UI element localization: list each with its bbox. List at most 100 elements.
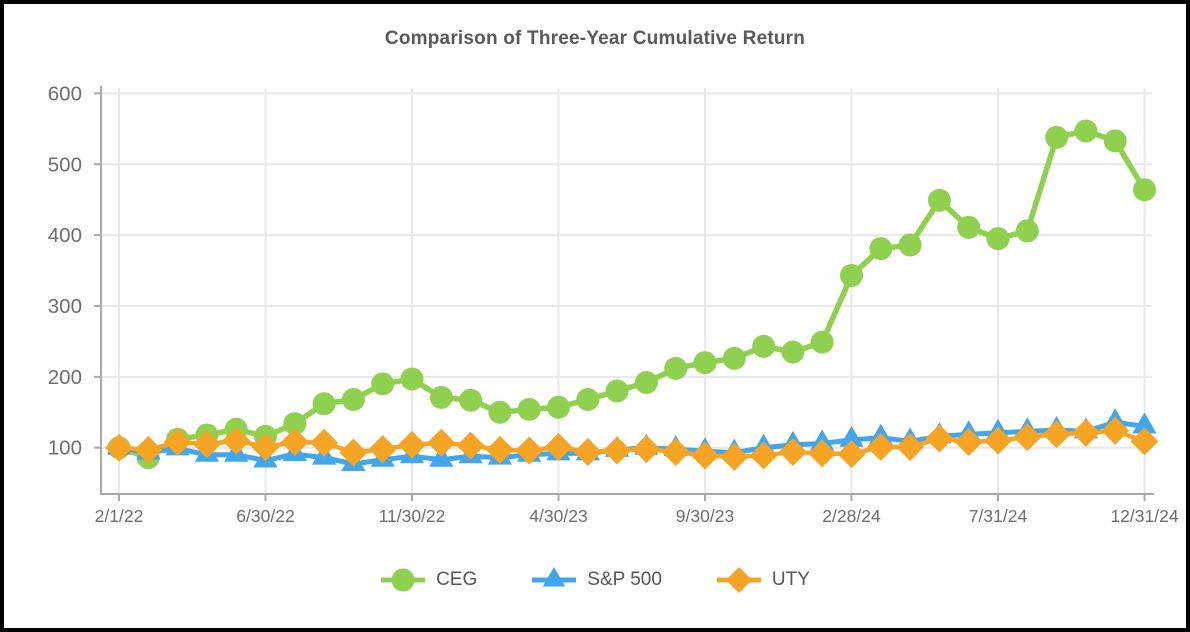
x-tick-label: 9/30/23 <box>676 506 734 526</box>
data-point <box>1101 416 1130 445</box>
data-point <box>485 435 514 464</box>
data-point <box>925 424 954 453</box>
data-point <box>808 439 837 468</box>
y-tick-label: 500 <box>48 153 82 176</box>
data-point <box>429 385 453 409</box>
y-tick-label: 300 <box>48 295 82 318</box>
data-point <box>456 431 485 460</box>
data-point <box>400 367 424 391</box>
chart-title: Comparison of Three-Year Cumulative Retu… <box>384 28 806 49</box>
data-point <box>1013 423 1042 452</box>
data-point <box>134 435 163 464</box>
data-point <box>840 264 863 288</box>
data-point <box>1130 427 1159 456</box>
data-point <box>192 430 221 459</box>
data-point <box>632 435 661 464</box>
data-point <box>251 432 280 461</box>
x-tick-label: 6/30/22 <box>236 506 294 526</box>
sp500-triangle-icon <box>531 565 577 595</box>
x-tick-label: 4/30/23 <box>529 506 587 526</box>
uty-diamond-icon <box>716 565 762 595</box>
data-point <box>605 379 629 403</box>
y-tick-label: 600 <box>48 82 82 105</box>
data-point <box>1074 119 1098 143</box>
data-point <box>1045 125 1069 149</box>
data-point <box>693 351 717 375</box>
data-point <box>1103 129 1127 153</box>
x-axis-labels: 2/1/22 6/30/22 11/30/22 4/30/23 9/30/23 2/28/… <box>95 506 1179 526</box>
data-point <box>869 237 893 261</box>
legend-item-sp500[interactable]: S&P 500 <box>531 565 662 595</box>
legend-label-uty: UTY <box>771 569 810 590</box>
x-tick-label: 2/1/22 <box>95 506 144 526</box>
data-point <box>984 426 1012 455</box>
data-point <box>957 215 981 239</box>
data-point <box>576 388 600 412</box>
data-point <box>488 400 512 424</box>
legend-item-ceg[interactable]: CEG <box>380 565 477 595</box>
data-point <box>1042 420 1071 449</box>
y-tick-label: 100 <box>48 437 82 460</box>
data-point <box>778 437 807 466</box>
data-point <box>691 441 719 470</box>
data-point <box>341 388 365 412</box>
data-point <box>986 227 1010 251</box>
data-point <box>954 428 983 457</box>
data-point <box>1132 412 1157 434</box>
data-point <box>752 334 776 358</box>
data-point <box>310 428 339 457</box>
data-point <box>515 436 544 465</box>
y-tick-label: 200 <box>48 366 82 389</box>
legend-item-uty[interactable]: UTY <box>716 565 810 595</box>
data-point <box>371 372 395 396</box>
data-point <box>339 438 368 467</box>
data-point <box>517 397 541 421</box>
legend-label-ceg: CEG <box>436 569 478 590</box>
data-point <box>544 432 573 461</box>
data-point <box>459 388 483 412</box>
data-point <box>105 433 133 462</box>
x-tick-label: 2/28/24 <box>822 506 881 526</box>
data-point <box>898 233 922 257</box>
data-point <box>1015 219 1039 243</box>
data-point <box>1071 418 1100 447</box>
data-point <box>720 442 749 471</box>
data-point <box>1133 178 1156 202</box>
data-point <box>634 371 658 395</box>
y-tick-label: 400 <box>48 224 82 247</box>
data-point <box>222 426 251 455</box>
x-tick-label: 12/31/24 <box>1110 506 1178 526</box>
data-point <box>896 432 925 461</box>
data-point <box>603 436 632 465</box>
data-point <box>810 330 834 354</box>
data-point <box>866 432 895 461</box>
data-point <box>839 425 864 447</box>
data-point <box>368 435 397 464</box>
line-chart: 100 200 300 400 500 600 2/1/22 6/30/22 11/30/22 4… <box>48 82 1179 526</box>
data-point <box>664 356 688 380</box>
data-point <box>427 428 456 457</box>
data-point <box>837 440 866 469</box>
data-point <box>280 428 309 457</box>
x-tick-label: 7/31/24 <box>969 506 1028 526</box>
data-point <box>398 430 426 459</box>
y-axis-labels: 100 200 300 400 500 600 <box>48 82 82 459</box>
data-point <box>781 340 805 364</box>
data-point <box>573 437 602 466</box>
legend-label-sp500: S&P 500 <box>587 569 662 590</box>
data-point <box>283 412 307 436</box>
x-tick-label: 11/30/22 <box>379 506 446 526</box>
data-point <box>661 437 690 466</box>
data-point <box>749 441 778 470</box>
series-uty <box>105 416 1159 471</box>
axes <box>94 86 1154 501</box>
data-point <box>547 395 570 419</box>
data-point <box>927 188 951 212</box>
ceg-circle-icon <box>380 565 426 595</box>
data-point <box>312 392 336 416</box>
data-point <box>163 428 192 457</box>
series-line <box>116 128 1148 461</box>
legend: CEG S&P 500 UTY <box>4 560 1186 600</box>
data-point <box>722 346 746 370</box>
